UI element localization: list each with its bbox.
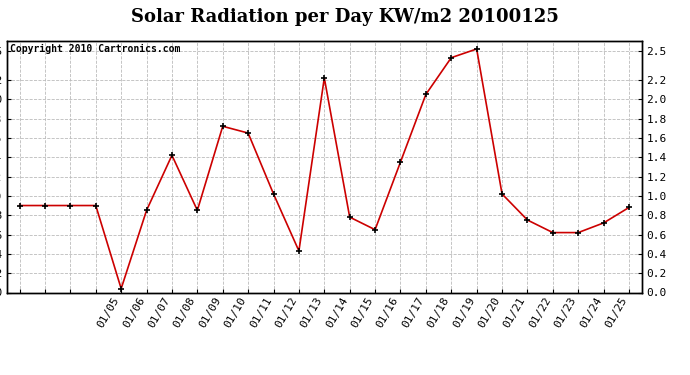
Text: Solar Radiation per Day KW/m2 20100125: Solar Radiation per Day KW/m2 20100125: [131, 8, 559, 26]
Text: Copyright 2010 Cartronics.com: Copyright 2010 Cartronics.com: [10, 44, 181, 54]
